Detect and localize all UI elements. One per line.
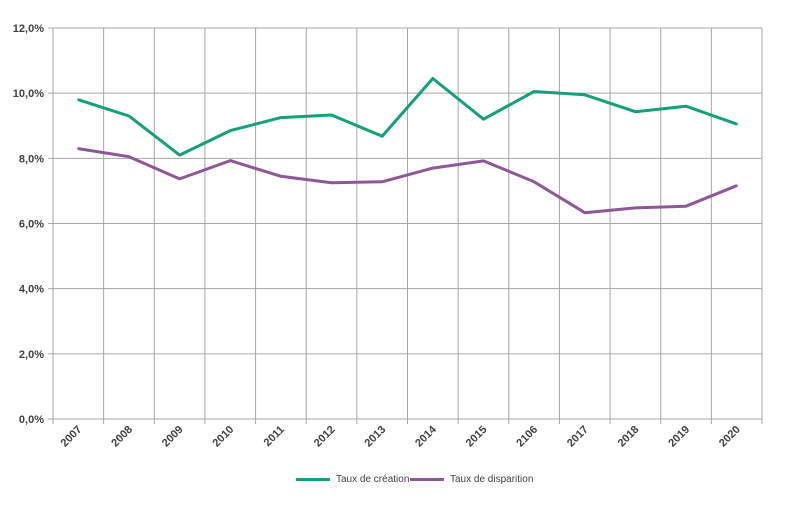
data-point xyxy=(431,166,435,170)
x-tick-label: 2010 xyxy=(211,424,237,450)
x-tick-label: 2017 xyxy=(565,424,591,450)
series-line-disparition xyxy=(78,147,738,215)
x-tick-label: 2007 xyxy=(59,424,85,450)
legend-label-disparition: Taux de disparition xyxy=(450,474,534,485)
x-tick-label: 2014 xyxy=(413,423,439,449)
data-point xyxy=(229,129,232,132)
x-tick-label: 2013 xyxy=(363,424,389,450)
data-point xyxy=(583,93,586,96)
x-tick-label: 2008 xyxy=(109,424,135,450)
data-point xyxy=(330,113,333,117)
x-axis-tick-labels: 2007 2008 2009 2010 2011 2012 2013 2014 2015 2106… xyxy=(59,423,743,449)
data-point xyxy=(178,153,181,157)
x-tick-label: 2012 xyxy=(312,424,338,450)
data-point xyxy=(380,180,384,183)
x-tick-label: 2015 xyxy=(464,424,490,450)
data-point xyxy=(634,110,637,113)
data-point xyxy=(735,122,738,126)
legend-label-creation: Taux de création xyxy=(336,474,410,485)
legend-item-disparition: Taux de disparition xyxy=(410,474,533,485)
data-point xyxy=(735,184,738,187)
data-point xyxy=(229,159,232,162)
data-point xyxy=(482,118,485,121)
x-tick-label: 2018 xyxy=(616,424,642,450)
data-point xyxy=(431,77,435,80)
legend: Taux de création Taux de disparition xyxy=(0,474,800,490)
x-tick-label: 2020 xyxy=(717,424,743,450)
grid xyxy=(48,27,763,424)
y-tick-label: 6,0% xyxy=(19,219,44,231)
y-tick-label: 8,0% xyxy=(19,153,44,165)
data-point xyxy=(684,205,688,208)
data-point xyxy=(583,211,586,214)
data-point xyxy=(330,181,333,184)
data-point xyxy=(77,98,80,101)
y-tick-label: 0,0% xyxy=(19,414,44,426)
y-axis-tick-labels: 0,0% 2,0% 4,0% 6,0% 8,0% 10,0% 12,0% xyxy=(13,23,44,426)
data-point xyxy=(532,180,536,183)
x-tick-label: 2019 xyxy=(666,424,692,450)
series-lines xyxy=(77,77,738,215)
series-line-creation xyxy=(77,77,738,157)
data-point xyxy=(77,147,80,150)
y-tick-label: 12,0% xyxy=(13,23,44,35)
legend-swatch-disparition xyxy=(410,478,444,481)
y-tick-label: 10,0% xyxy=(13,88,44,100)
legend-item-creation: Taux de création xyxy=(296,474,409,485)
data-point xyxy=(279,116,283,119)
data-point xyxy=(634,206,637,210)
data-point xyxy=(380,134,384,138)
x-tick-label: 2011 xyxy=(262,424,287,449)
data-point xyxy=(482,159,485,163)
x-tick-label: 2106 xyxy=(514,424,540,450)
data-point xyxy=(684,105,688,108)
x-tick-label: 2009 xyxy=(160,424,186,450)
y-tick-label: 2,0% xyxy=(19,349,44,361)
y-tick-label: 4,0% xyxy=(19,284,44,296)
data-point xyxy=(279,175,283,178)
legend-swatch-creation xyxy=(296,478,330,481)
data-point xyxy=(127,114,131,118)
data-point xyxy=(532,90,536,93)
data-point xyxy=(127,155,131,158)
data-point xyxy=(178,177,181,181)
